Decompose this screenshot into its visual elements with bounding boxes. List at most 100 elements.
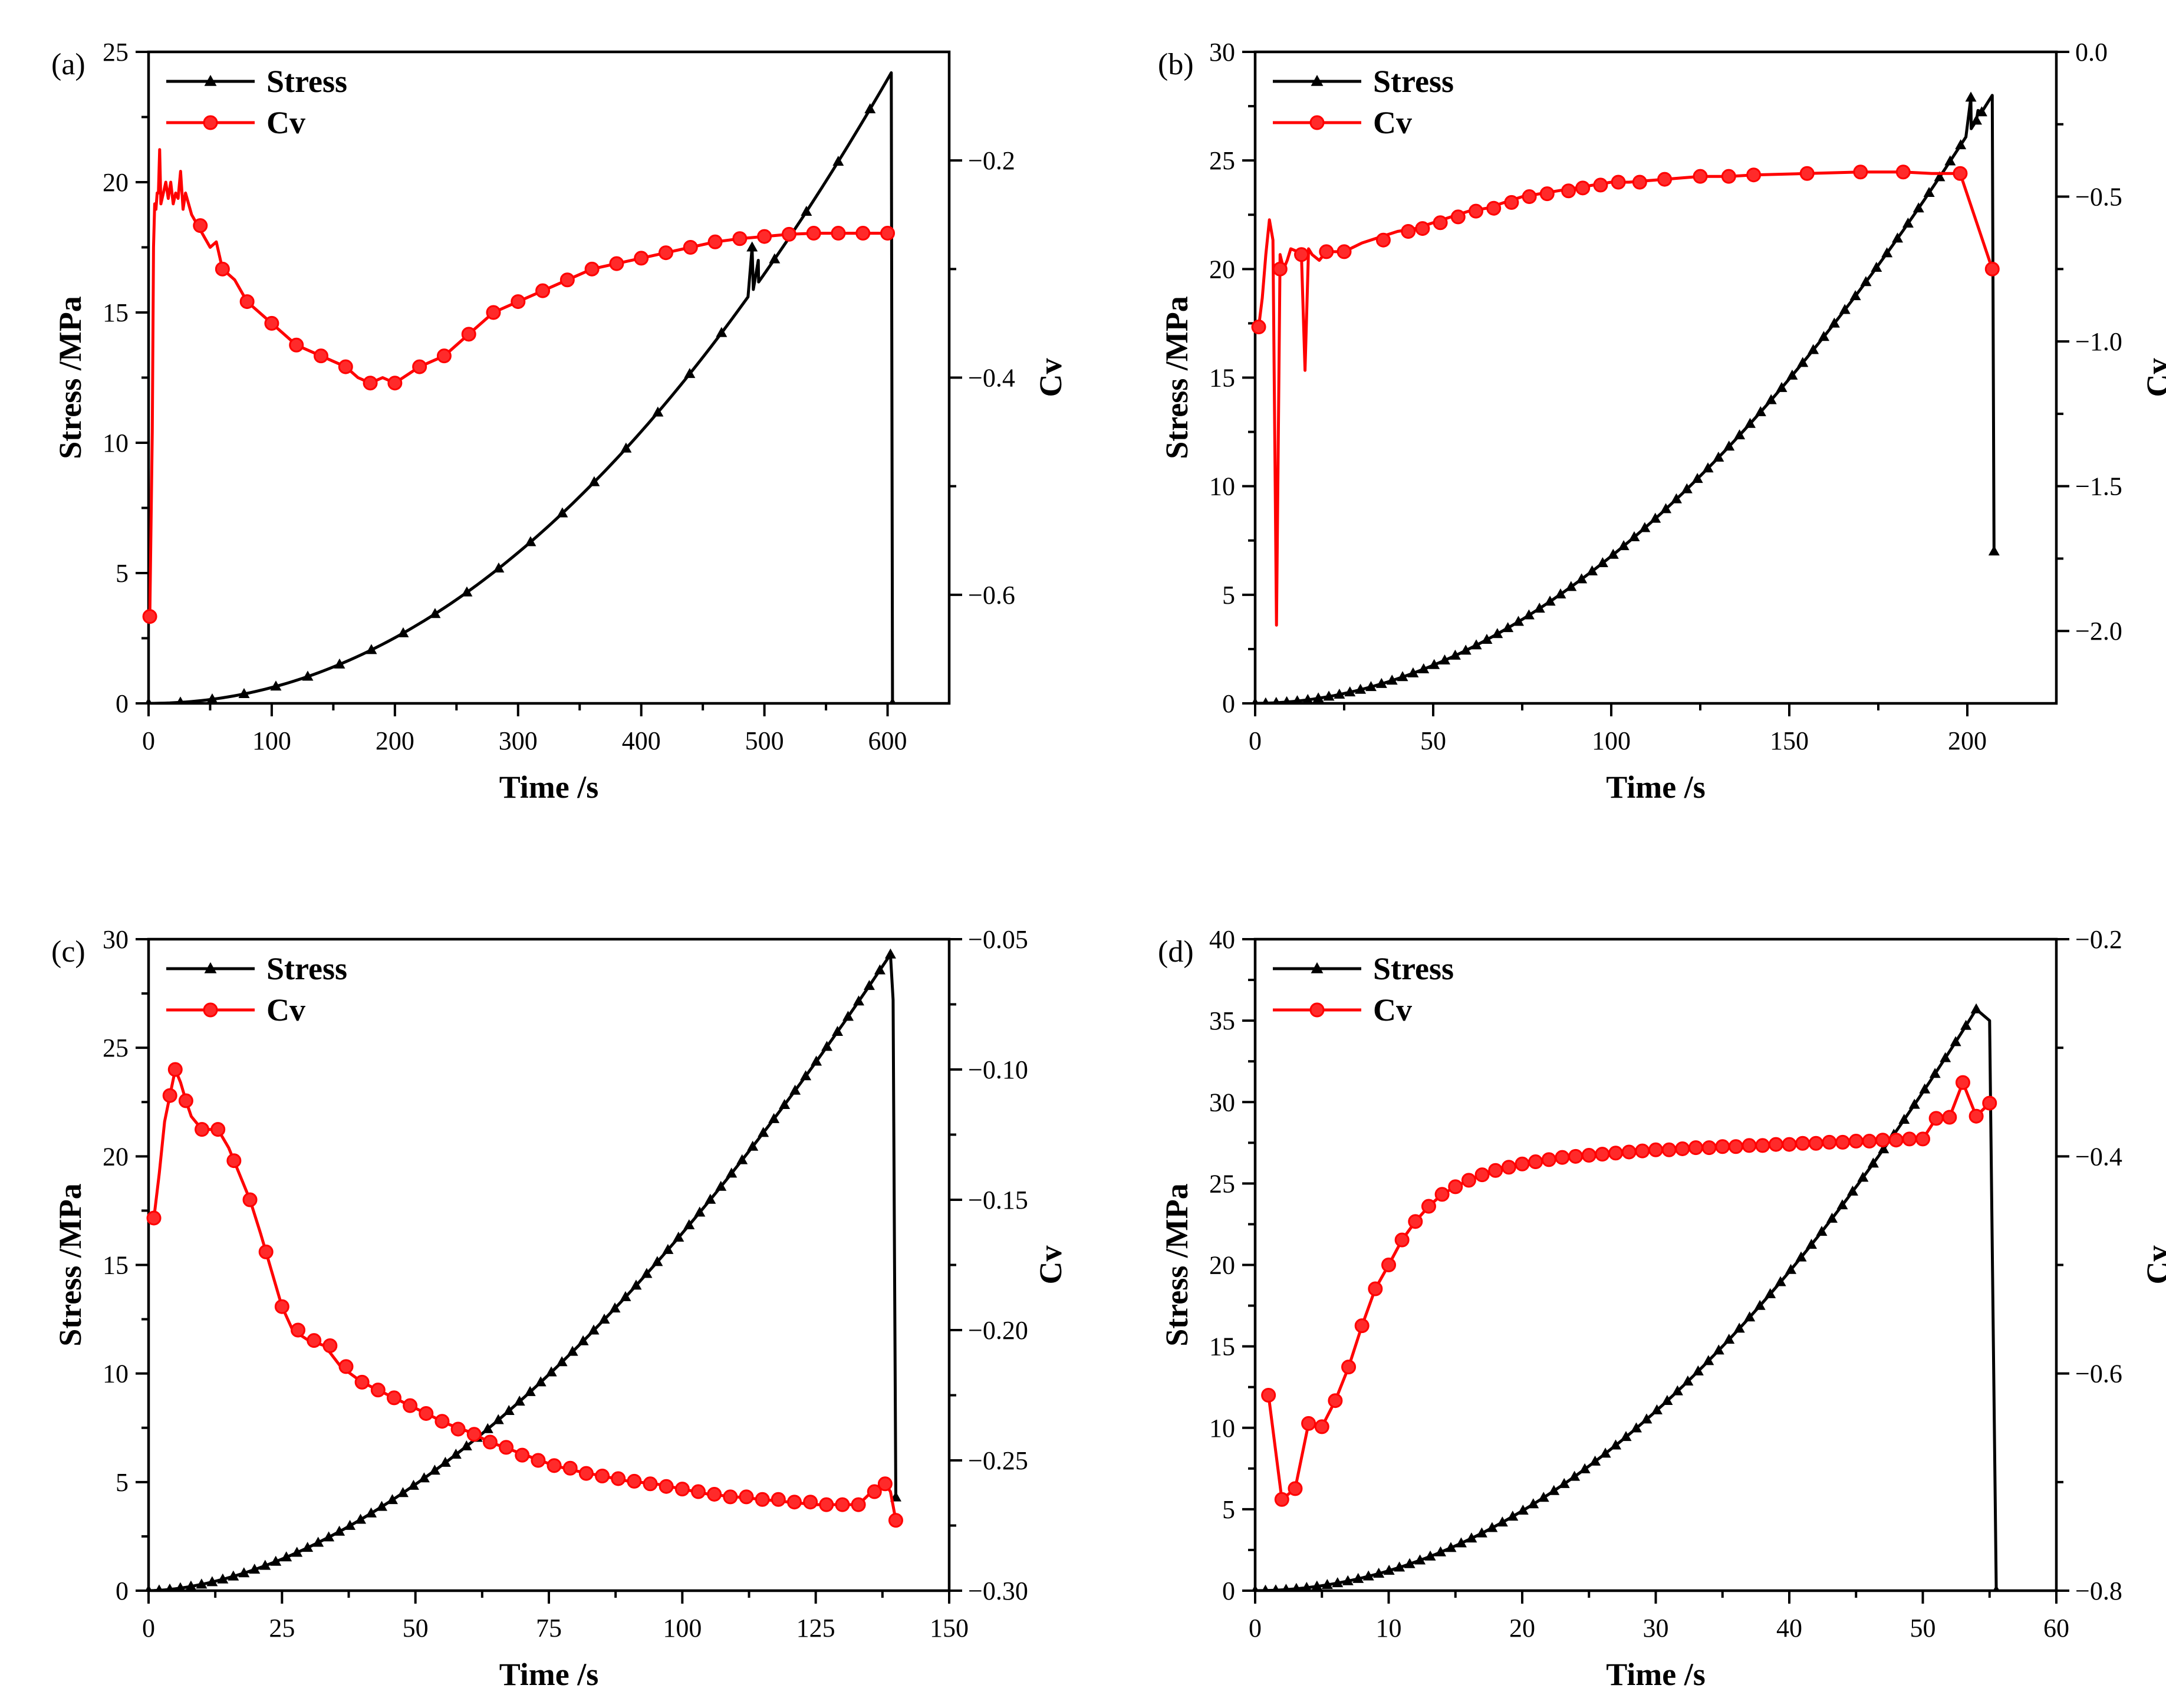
cv-marker: [142, 609, 157, 624]
cv-marker: [1319, 244, 1334, 259]
stress-marker: [1492, 628, 1503, 639]
stress-marker: [577, 1335, 589, 1345]
stress-marker: [1734, 429, 1746, 440]
stress-marker: [429, 608, 441, 618]
cv-marker: [146, 1210, 162, 1226]
cv-marker: [1693, 169, 1708, 184]
cv-marker: [627, 1473, 642, 1489]
y-left-tick-label: 5: [1222, 581, 1235, 610]
y-right-tick-label: −0.10: [968, 1055, 1028, 1084]
x-tick-label: 500: [745, 726, 784, 755]
stress-marker: [1407, 667, 1419, 677]
stress-marker: [1439, 654, 1451, 665]
cv-marker: [803, 1495, 818, 1510]
y-left-tick-label: 30: [1209, 38, 1235, 67]
x-axis-title: Time /s: [499, 769, 599, 805]
cv-marker: [1375, 232, 1391, 248]
stress-marker: [323, 1531, 335, 1542]
stress-marker: [1965, 91, 1977, 102]
cv-marker: [1661, 1142, 1677, 1157]
cv-marker: [819, 1497, 834, 1512]
cv-marker: [1742, 1138, 1757, 1153]
cv-marker: [1515, 1156, 1530, 1171]
stress-marker: [1548, 1485, 1560, 1495]
stress-marker: [1785, 1263, 1797, 1274]
y-left-axis-title: Stress /MPa: [1159, 1183, 1194, 1346]
y-left-tick-label: 20: [1209, 255, 1235, 284]
cv-marker: [434, 1414, 450, 1429]
stress-marker: [715, 1180, 727, 1191]
stress-marker: [206, 1576, 218, 1587]
stress-marker: [1970, 1003, 1982, 1013]
cv-marker: [1982, 1095, 1997, 1111]
stress-marker: [302, 670, 314, 681]
cv-marker: [1468, 203, 1483, 219]
cv-marker: [461, 327, 476, 342]
stress-marker: [1607, 548, 1619, 559]
stress-marker: [1610, 1439, 1622, 1450]
stress-marker: [556, 1356, 568, 1367]
cv-marker: [786, 1495, 802, 1510]
stress-marker: [397, 1487, 409, 1498]
cv-marker: [1421, 1199, 1436, 1214]
stress-marker: [1344, 686, 1356, 697]
cv-marker: [547, 1458, 562, 1473]
x-tick-label: 75: [536, 1614, 562, 1643]
stress-marker: [1528, 1498, 1539, 1509]
y-right-tick-label: −0.2: [2075, 925, 2122, 954]
y-right-tick-label: −0.4: [2075, 1142, 2122, 1171]
stress-marker: [1620, 1431, 1632, 1442]
y-left-axis-title: Stress /MPa: [52, 296, 88, 459]
stress-marker: [864, 103, 876, 114]
stress-marker: [588, 476, 600, 486]
stress-marker: [196, 1578, 208, 1589]
stress-marker: [1628, 531, 1640, 542]
stress-marker: [1251, 1585, 1259, 1592]
cv-marker: [771, 1492, 786, 1507]
cv-marker: [1328, 1393, 1343, 1408]
stress-marker: [1871, 262, 1882, 272]
cv-marker: [707, 234, 723, 249]
cv-marker: [1688, 1140, 1703, 1156]
cv-marker: [835, 1497, 850, 1512]
y-right-axis-title: Cv: [1033, 358, 1068, 397]
panel-d: (d) 0 10 20 30 40 50 60 0 5 10 15 20 25 30 35 40 −0.8 −0.6…: [1158, 925, 2166, 1692]
stress-marker: [1775, 1276, 1786, 1286]
stress-marker: [1301, 1581, 1312, 1592]
stress-marker: [1934, 171, 1946, 182]
cv-marker: [1541, 1152, 1556, 1167]
stress-marker: [460, 1440, 472, 1451]
cv-marker: [690, 1484, 706, 1499]
stress-marker: [1660, 503, 1672, 514]
stress-marker: [884, 948, 896, 959]
cv-marker: [1648, 1142, 1663, 1157]
cv-marker: [1795, 1136, 1811, 1151]
cv-marker: [1575, 180, 1591, 196]
stress-marker: [1251, 697, 1259, 705]
stress-marker: [1808, 344, 1819, 354]
legend-cv-marker: [203, 115, 218, 130]
stress-marker: [1992, 1585, 2000, 1592]
stress-marker: [832, 156, 844, 166]
cv-marker: [466, 1427, 482, 1442]
stress-marker: [1776, 381, 1788, 392]
stress-marker: [513, 1396, 525, 1406]
cv-marker: [1611, 175, 1626, 190]
cv-marker: [436, 348, 452, 364]
stress-marker: [1923, 187, 1935, 198]
y-left-tick-label: 0: [1222, 1577, 1235, 1605]
cv-marker: [274, 1299, 289, 1314]
stress-marker: [557, 507, 568, 518]
x-axis-title: Time /s: [1606, 1657, 1706, 1692]
stress-marker: [1703, 1355, 1714, 1365]
stress-marker: [662, 1243, 674, 1254]
stress-marker: [789, 1084, 801, 1095]
stress-marker: [302, 1542, 314, 1552]
panel-c: (c) 0 25 50 75 100 125 150 0 5 10 15 20 25 30 −0.30 −0.2…: [51, 925, 1068, 1692]
stress-marker: [1579, 1463, 1591, 1473]
plot-frame: [1253, 937, 2058, 1592]
cv-marker: [215, 261, 230, 277]
stress-marker: [238, 688, 250, 699]
stress-marker: [238, 1567, 250, 1578]
stress-marker: [1836, 1199, 1848, 1210]
